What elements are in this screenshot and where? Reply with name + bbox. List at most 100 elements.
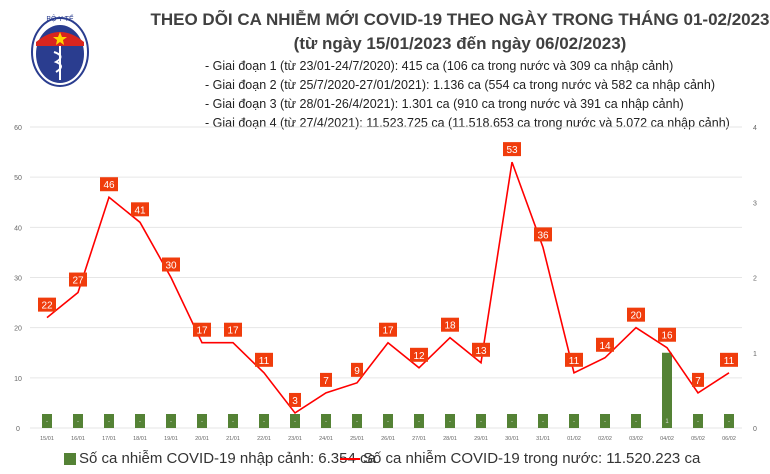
bar	[383, 414, 393, 428]
line-data-label-box	[596, 337, 614, 352]
line-data-label: 13	[475, 346, 487, 357]
y-left-tick-label: 20	[14, 326, 22, 333]
bar	[724, 414, 734, 428]
line-data-label: 11	[724, 356, 735, 367]
x-tick-label: 29/01	[474, 436, 488, 442]
line-data-label: 53	[506, 145, 518, 156]
x-tick-label: 25/01	[350, 436, 364, 442]
bar-data-label: -	[573, 419, 575, 425]
x-tick-label: 20/01	[195, 436, 209, 442]
x-tick-label: 23/01	[288, 436, 302, 442]
bar-data-label: -	[604, 419, 606, 425]
line-data-label-box	[472, 342, 490, 357]
x-tick-label: 18/01	[133, 436, 147, 442]
x-tick-label: 04/02	[660, 436, 674, 442]
bar-data-label: -	[449, 419, 451, 425]
x-tick-label: 21/01	[226, 436, 240, 442]
line-data-label: 30	[165, 261, 177, 272]
y-left-tick-label: 10	[14, 376, 22, 383]
legend-bar-swatch	[64, 452, 76, 465]
x-tick-label: 30/01	[505, 436, 519, 442]
line-data-label-box	[410, 347, 428, 362]
bar-data-label: -	[542, 419, 544, 425]
line-data-label: 22	[41, 301, 53, 312]
line-data-label: 11	[259, 356, 270, 367]
y-left-tick-label: 60	[14, 125, 22, 132]
bar	[73, 414, 83, 428]
line-data-label: 16	[661, 331, 673, 342]
x-tick-label: 05/02	[691, 436, 705, 442]
y-right-tick-label: 4	[753, 125, 757, 132]
bar	[321, 414, 331, 428]
bar	[507, 414, 517, 428]
series-line	[46, 161, 730, 415]
line-data-label-box	[441, 317, 459, 332]
x-tick-label: 26/01	[381, 436, 395, 442]
line-data-label-box	[289, 392, 301, 407]
line-data-label-box	[534, 227, 552, 242]
bar-data-label: -	[108, 419, 110, 425]
line-data-label: 18	[444, 321, 456, 332]
y-left-tick-label: 30	[14, 276, 22, 283]
y-left-tick-label: 0	[16, 426, 20, 433]
legend-line-swatch	[340, 457, 360, 460]
line-data-label-box	[503, 142, 521, 157]
bar-data-label: -	[697, 419, 699, 425]
x-tick-label: 16/01	[71, 436, 85, 442]
bar-data-label: -	[77, 419, 79, 425]
line-data-label-box	[627, 307, 645, 322]
x-tick-label: 15/01	[40, 436, 54, 442]
chart-title: THEO DÕI CA NHIỄM MỚI COVID-19 THEO NGÀY…	[150, 10, 770, 29]
y-right-tick-label: 3	[753, 200, 757, 207]
line-data-label-box	[162, 257, 180, 272]
bar	[476, 414, 486, 428]
ministry-logo: BỘ Y TẾ	[31, 13, 89, 87]
bar	[166, 414, 176, 428]
legend-bar-label: Số ca nhiễm COVID-19 nhập cảnh: 6.354 ca	[79, 450, 376, 467]
x-tick-label: 06/02	[722, 436, 736, 442]
line-data-label: 20	[630, 311, 642, 322]
line-data-label-box	[320, 372, 332, 387]
line-data-label: 12	[413, 351, 425, 362]
bar-data-label: -	[232, 419, 234, 425]
bar-data-label: -	[418, 419, 420, 425]
legend-item-bar: Số ca nhiễm COVID-19 nhập cảnh: 6.354 ca	[64, 450, 376, 467]
line-data-label: 3	[292, 396, 298, 407]
note-phase-3: - Giai đoạn 3 (từ 28/01-26/4/2021): 1.30…	[205, 97, 684, 111]
bar-data-label: -	[294, 419, 296, 425]
bar-data-label: -	[139, 419, 141, 425]
bar-data-label: -	[201, 419, 203, 425]
x-tick-label: 24/01	[319, 436, 333, 442]
line-data-label-box	[658, 327, 676, 342]
bar-data-label: -	[635, 419, 637, 425]
x-tick-label: 17/01	[102, 436, 116, 442]
x-tick-label: 31/01	[536, 436, 550, 442]
note-phase-1: - Giai đoạn 1 (từ 23/01-24/7/2020): 415 …	[205, 59, 674, 73]
line-data-label-box	[351, 362, 363, 377]
y-right-tick-label: 0	[753, 426, 757, 433]
x-tick-label: 28/01	[443, 436, 457, 442]
bar	[600, 414, 610, 428]
bar	[104, 414, 114, 428]
bar	[352, 414, 362, 428]
line-data-label-box	[131, 202, 149, 217]
bar	[197, 414, 207, 428]
bar	[259, 414, 269, 428]
line-data-label: 17	[196, 326, 208, 337]
legend-item-line: Số ca nhiễm COVID-19 trong nước: 11.520.…	[340, 450, 700, 467]
line-data-label: 41	[134, 205, 146, 216]
bar	[538, 414, 548, 428]
bar	[662, 352, 672, 428]
bar	[631, 414, 641, 428]
line-data-label-box	[692, 372, 704, 387]
line-data-label-box	[720, 352, 738, 367]
line-data-label: 9	[354, 366, 360, 377]
chart-subtitle: (từ ngày 15/01/2023 đến ngày 06/02/2023)	[293, 34, 627, 53]
bar	[693, 414, 703, 428]
line-data-label: 14	[599, 341, 611, 352]
line-data-label: 11	[569, 356, 580, 367]
y-left-tick-label: 50	[14, 175, 22, 182]
line-data-label-box	[193, 322, 211, 337]
line-data-label-box	[224, 322, 242, 337]
